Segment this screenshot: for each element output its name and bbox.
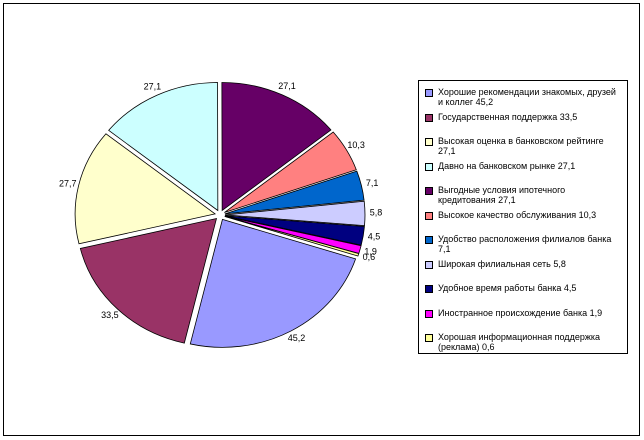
legend-item: Выгодные условия ипотечного кредитования…	[425, 185, 623, 210]
legend-item: Высокая оценка в банковском рейтинге 27,…	[425, 136, 623, 161]
legend-label: Выгодные условия ипотечного кредитования…	[438, 185, 566, 205]
pie-slice	[189, 218, 357, 348]
pie-slice	[74, 133, 217, 245]
data-label: 1,9	[364, 246, 377, 256]
data-label: 27,7	[59, 178, 77, 188]
legend-item: Давно на банковском рынке 27,1	[425, 161, 623, 186]
data-label: 27,1	[144, 81, 162, 91]
legend-label: Широкая филиальная сеть 5,8	[438, 258, 566, 269]
legend-label: Иностранное происхождение банка 1,9	[438, 307, 603, 318]
legend-swatch	[425, 89, 433, 97]
data-label: 0,6	[363, 252, 376, 262]
legend-item: Государственная поддержка 33,5	[425, 112, 623, 137]
pie-slice	[224, 170, 365, 215]
data-label: 10,3	[347, 140, 365, 150]
pie-slice	[221, 82, 332, 212]
legend-item: Иностранное происхождение банка 1,9	[425, 308, 623, 333]
pie-slice	[79, 218, 218, 344]
legend-swatch	[425, 211, 433, 220]
legend-swatch	[425, 162, 433, 171]
legend-swatch	[425, 309, 433, 318]
legend-label: Высокая оценка в банковском рейтинге 27,…	[438, 136, 604, 156]
legend-swatch	[425, 285, 433, 293]
data-label: 33,5	[101, 310, 119, 320]
legend-item: Удобное время работы банка 4,5	[425, 283, 623, 308]
legend-label: Государственная поддержка 33,5	[438, 111, 578, 122]
legend-swatch	[425, 334, 433, 342]
legend-item: Широкая филиальная сеть 5,8	[425, 259, 623, 284]
legend-label: Хорошие рекомендации знакомых, друзей и …	[438, 87, 616, 107]
pie-slice	[224, 200, 366, 227]
legend-label: Высокое качество обслуживания 10,3	[438, 209, 597, 220]
pie-slice	[224, 215, 365, 246]
legend-item: Удобство расположения филиалов банка 7,1	[425, 234, 623, 259]
legend-swatch	[425, 138, 433, 146]
legend-label: Удобное время работы банка 4,5	[438, 283, 577, 293]
data-label: 27,1	[278, 81, 296, 91]
data-label: 7,1	[366, 178, 379, 188]
data-label: 45,2	[288, 333, 306, 343]
pie-slice	[224, 216, 360, 257]
legend-item: Хорошая информационная поддержка (реклам…	[425, 332, 623, 357]
data-label: 4,5	[368, 232, 381, 242]
legend-swatch	[425, 113, 433, 122]
legend-item: Хорошие рекомендации знакомых, друзей и …	[425, 87, 623, 112]
legend-label: Давно на банковском рынке 27,1	[438, 160, 576, 171]
pie-slice	[108, 82, 219, 212]
legend-swatch	[425, 236, 433, 244]
legend-item: Высокое качество обслуживания 10,3	[425, 210, 623, 235]
legend-label: Удобство расположения филиалов банка 7,1	[438, 234, 612, 254]
pie-slice	[224, 131, 357, 213]
legend-label: Хорошая информационная поддержка (реклам…	[438, 332, 600, 352]
data-label: 5,8	[370, 208, 383, 218]
legend-swatch	[425, 187, 433, 195]
legend: Хорошие рекомендации знакомых, друзей и …	[418, 80, 628, 354]
legend-swatch	[425, 260, 433, 269]
